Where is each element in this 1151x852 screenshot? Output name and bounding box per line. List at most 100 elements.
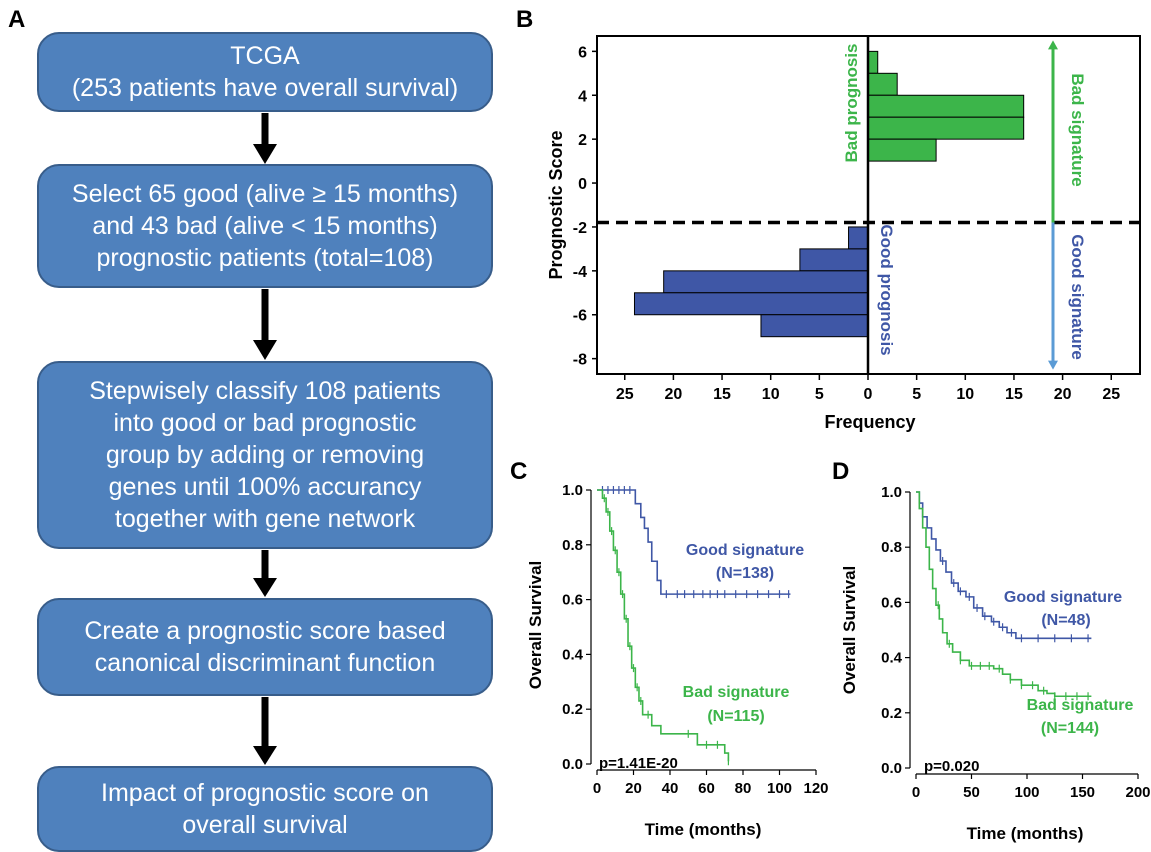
c-bad-signature-curve bbox=[597, 489, 730, 762]
d-y-tick-label: 0.4 bbox=[881, 650, 903, 667]
c-y-axis-label: Overall Survival bbox=[526, 561, 545, 690]
c-bad-signature-n: (N=115) bbox=[707, 708, 764, 725]
c-x-tick-label: 80 bbox=[735, 780, 752, 797]
b-y-tick-label: -8 bbox=[573, 352, 587, 369]
b-x-tick-label: 20 bbox=[665, 386, 683, 403]
c-x-tick-label: 100 bbox=[767, 780, 792, 797]
bad-signature-arrowhead bbox=[1048, 40, 1058, 50]
flow-box-3: Stepwisely classify 108 patients into go… bbox=[37, 361, 493, 549]
d-x-tick-label: 50 bbox=[963, 784, 980, 801]
d-bad-signature-n: (N=144) bbox=[1041, 720, 1099, 737]
flow-box-3-line-2: into good or bad prognostic bbox=[113, 409, 417, 437]
flow-box-5: Impact of prognostic score on overall su… bbox=[37, 766, 493, 852]
c-p-value: p=1.41E-20 bbox=[599, 755, 678, 772]
flow-box-4-line-2: canonical discriminant function bbox=[94, 649, 436, 677]
d-y-axis-label: Overall Survival bbox=[840, 566, 859, 695]
c-y-tick-label: 0.0 bbox=[562, 756, 583, 773]
flow-box-3-line-3: group by adding or removing bbox=[105, 441, 425, 469]
d-p-value: p=0.020 bbox=[924, 758, 979, 775]
bad-signature-label: Bad signature bbox=[1068, 73, 1087, 186]
b-x-tick-label: 10 bbox=[956, 386, 974, 403]
d-y-tick-label: 0.6 bbox=[881, 594, 902, 611]
c-good-signature-curve bbox=[597, 489, 791, 595]
flow-box-4-line-1: Create a prognostic score based bbox=[84, 617, 446, 645]
b-x-tick-label: 15 bbox=[713, 386, 731, 403]
c-y-tick-label: 0.8 bbox=[562, 537, 583, 554]
panel-letter-b: B bbox=[516, 6, 534, 33]
flow-box-2: Select 65 good (alive ≥ 15 months) and 4… bbox=[37, 164, 493, 288]
flow-box-1-line-1: TCGA bbox=[230, 42, 300, 70]
c-good-signature-label: Good signature bbox=[686, 542, 804, 559]
flow-box-2-line-1: Select 65 good (alive ≥ 15 months) bbox=[71, 180, 459, 208]
flow-box-3-line-4: genes until 100% accurancy bbox=[108, 473, 422, 501]
flow-box-5-line-2: overall survival bbox=[182, 811, 348, 839]
d-y-tick-label: 0.0 bbox=[881, 760, 902, 777]
b-y-tick-label: 6 bbox=[578, 44, 587, 61]
d-bad-signature-curve bbox=[916, 491, 1092, 698]
b-y-axis-label: Prognostic Score bbox=[546, 130, 566, 279]
d-good-signature-label: Good signature bbox=[1004, 589, 1122, 606]
c-x-tick-label: 20 bbox=[625, 780, 642, 797]
c-x-tick-label: 0 bbox=[593, 780, 601, 797]
b-y-tick-label: -6 bbox=[573, 308, 587, 325]
d-y-tick-label: 0.2 bbox=[881, 705, 902, 722]
c-bad-signature-label: Bad signature bbox=[683, 684, 790, 701]
d-x-tick-label: 200 bbox=[1125, 784, 1150, 801]
flow-arrowhead-4 bbox=[253, 746, 277, 765]
flow-box-5-line-1: Impact of prognostic score on bbox=[101, 779, 429, 807]
panel-letter-d: D bbox=[832, 458, 850, 485]
b-y-tick-label: 2 bbox=[578, 132, 587, 149]
b-y-tick-label: 0 bbox=[578, 176, 587, 193]
b-x-tick-label: 15 bbox=[1005, 386, 1023, 403]
d-x-tick-label: 100 bbox=[1014, 784, 1039, 801]
b-x-axis-label: Frequency bbox=[824, 412, 915, 432]
c-x-axis-label: Time (months) bbox=[645, 820, 762, 839]
flow-arrowhead-1 bbox=[253, 144, 277, 164]
panel-letter-a: A bbox=[8, 6, 26, 33]
bad-prognosis-label: Bad prognosis bbox=[842, 43, 861, 162]
good-signature-label: Good signature bbox=[1068, 234, 1087, 360]
b-y-tick-label: -4 bbox=[573, 264, 587, 281]
d-y-tick-label: 0.8 bbox=[881, 539, 902, 556]
b-y-tick-label: -2 bbox=[573, 220, 587, 237]
flow-box-2-line-3: prognostic patients (total=108) bbox=[96, 244, 434, 272]
d-x-axis-label: Time (months) bbox=[967, 824, 1084, 843]
c-x-tick-label: 120 bbox=[803, 780, 828, 797]
b-x-tick-label: 0 bbox=[864, 386, 873, 403]
flow-box-1: TCGA (253 patients have overall survival… bbox=[37, 32, 493, 112]
c-y-tick-label: 0.6 bbox=[562, 592, 583, 609]
flow-box-1-line-2: (253 patients have overall survival) bbox=[71, 74, 459, 102]
b-x-tick-label: 5 bbox=[815, 386, 824, 403]
d-good-signature-curve bbox=[916, 491, 1092, 640]
flow-box-4: Create a prognostic score based canonica… bbox=[37, 598, 493, 696]
d-bad-signature-label: Bad signature bbox=[1027, 697, 1134, 714]
d-y-tick-label: 1.0 bbox=[881, 484, 902, 501]
b-y-tick-label: 4 bbox=[578, 88, 587, 105]
d-x-tick-label: 0 bbox=[912, 784, 920, 801]
flow-arrowhead-3 bbox=[253, 578, 277, 597]
b-x-tick-label: 25 bbox=[1102, 386, 1120, 403]
c-y-tick-label: 0.2 bbox=[562, 701, 583, 718]
c-y-tick-label: 0.4 bbox=[562, 646, 584, 663]
c-x-tick-label: 60 bbox=[698, 780, 715, 797]
c-y-tick-label: 1.0 bbox=[562, 482, 583, 499]
flow-arrowhead-2 bbox=[253, 340, 277, 360]
c-x-tick-label: 40 bbox=[662, 780, 679, 797]
b-x-tick-label: 5 bbox=[912, 386, 921, 403]
d-x-tick-label: 150 bbox=[1070, 784, 1095, 801]
flow-box-3-line-1: Stepwisely classify 108 patients bbox=[89, 377, 441, 405]
b-x-tick-label: 10 bbox=[762, 386, 780, 403]
panel-letter-c: C bbox=[510, 458, 528, 485]
flow-box-2-line-2: and 43 bad (alive < 15 months) bbox=[92, 212, 438, 240]
good-signature-arrowhead bbox=[1048, 360, 1058, 370]
good-prognosis-label: Good prognosis bbox=[877, 224, 896, 355]
b-x-tick-label: 20 bbox=[1054, 386, 1072, 403]
b-x-tick-label: 25 bbox=[616, 386, 634, 403]
flow-box-3-line-5: together with gene network bbox=[114, 505, 416, 533]
c-good-signature-n: (N=138) bbox=[716, 565, 774, 582]
d-good-signature-n: (N=48) bbox=[1041, 612, 1090, 629]
